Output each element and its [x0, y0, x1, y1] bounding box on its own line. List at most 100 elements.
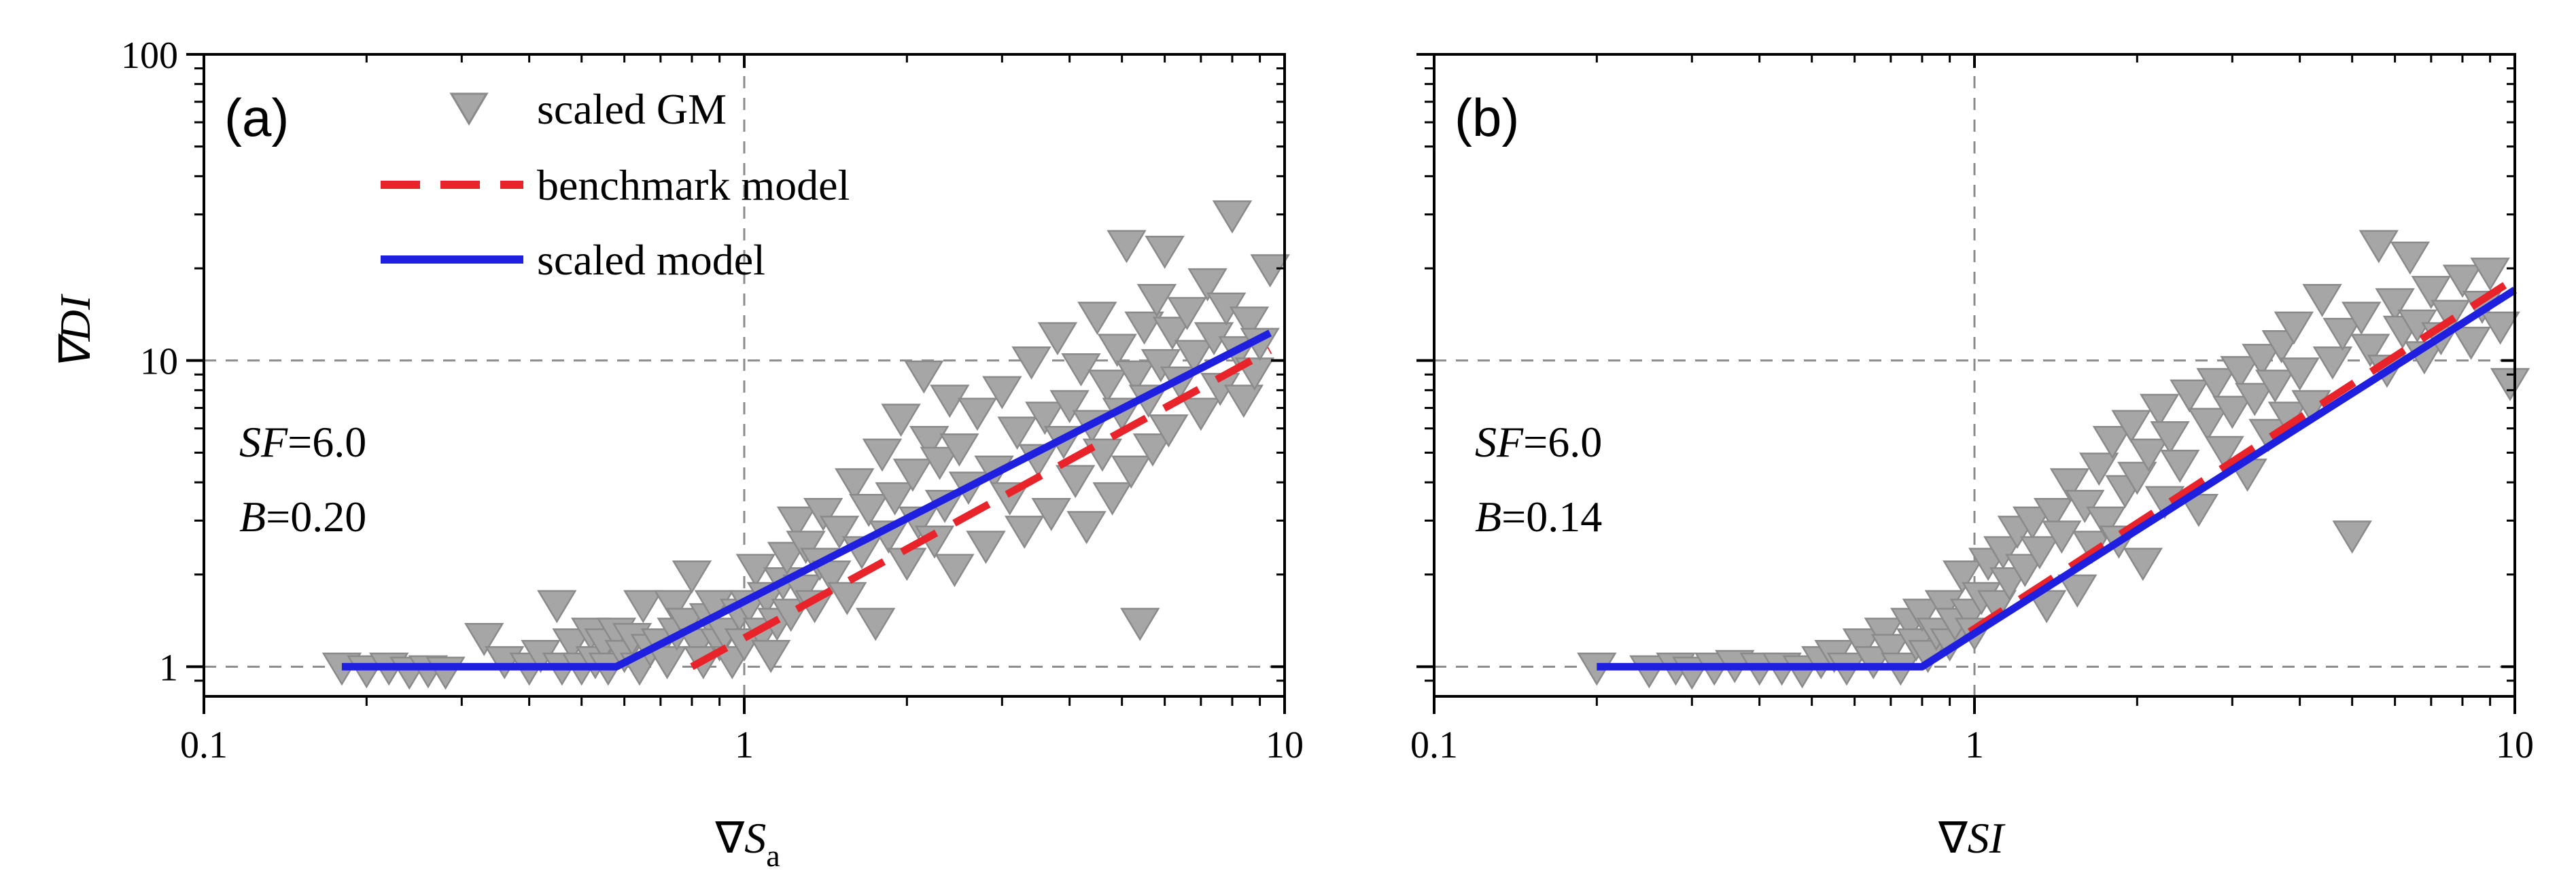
point-b-41 [2057, 574, 2098, 608]
point-b-40 [2049, 468, 2090, 502]
point-a-69 [909, 425, 950, 459]
model-lines-b [1597, 275, 2517, 671]
point-b-71 [2274, 311, 2314, 345]
legend-item-scaled-model: scaled model [381, 236, 765, 284]
point-b-90 [2442, 264, 2483, 298]
point-b-12 [1842, 628, 1883, 662]
annotation-b-a: B=0.20 [239, 493, 366, 541]
point-b-25 [1943, 560, 1983, 594]
point-b-55 [2150, 421, 2190, 454]
point-a-123 [1223, 385, 1264, 418]
point-b-63 [2220, 356, 2260, 389]
point-b-77 [2332, 520, 2372, 554]
point-a-116 [1181, 397, 1221, 431]
point-a-121 [1212, 200, 1253, 234]
point-b-31 [1983, 536, 2023, 570]
point-a-102 [1111, 455, 1151, 489]
point-b-30 [1977, 590, 2017, 624]
annotation-sf-a: SF=6.0 [239, 418, 366, 466]
point-a-117 [1187, 268, 1228, 302]
point-a-115 [1174, 340, 1215, 374]
benchmark-model-line-b [1968, 275, 2517, 635]
point-b-42 [2065, 490, 2105, 523]
point-a-111 [1149, 414, 1189, 448]
point-b-60 [2196, 368, 2236, 402]
point-a-33 [694, 590, 735, 624]
y-tick-label-1: 10 [140, 341, 178, 383]
point-b-51 [2123, 548, 2163, 582]
point-a-56 [827, 582, 867, 616]
point-a-107 [1132, 433, 1173, 467]
point-a-95 [1077, 302, 1117, 335]
point-a-71 [920, 446, 960, 480]
point-b-19 [1902, 599, 1943, 632]
point-a-64 [881, 404, 921, 438]
point-b-35 [2013, 506, 2053, 540]
point-a-6 [464, 622, 504, 656]
point-a-124 [1229, 306, 1270, 340]
point-b-50 [2117, 461, 2157, 495]
legend: scaled GM benchmark model scaled model [381, 85, 850, 284]
point-a-53 [803, 497, 843, 531]
point-a-66 [892, 459, 933, 492]
point-a-114 [1167, 297, 1207, 331]
point-a-83 [1005, 516, 1045, 549]
y-tick-label-0: 1 [159, 647, 178, 689]
point-a-75 [939, 433, 979, 467]
point-b-38 [2033, 497, 2074, 531]
point-b-49 [2111, 410, 2151, 444]
point-a-55 [819, 516, 860, 549]
point-b-79 [2350, 334, 2390, 368]
point-a-87 [1031, 497, 1071, 531]
point-b-45 [2086, 506, 2126, 540]
point-a-22 [623, 590, 663, 624]
y-axis-title: ∇DI [51, 293, 99, 370]
x-tick-label-0: 0.1 [1410, 724, 1458, 766]
point-b-75 [2312, 346, 2353, 380]
data-points-b [1577, 230, 2530, 690]
benchmark-model-line-a [690, 346, 1272, 671]
point-a-104 [1120, 607, 1160, 641]
point-a-110 [1145, 235, 1185, 269]
point-b-34 [2005, 554, 2045, 588]
x-tick-label-1: 1 [1965, 724, 1984, 766]
point-a-61 [862, 438, 903, 472]
x-tick-label-2: 10 [1266, 724, 1304, 766]
model-lines-a [341, 329, 1272, 671]
point-a-101 [1107, 230, 1147, 264]
point-b-14 [1864, 618, 1904, 652]
point-a-73 [930, 385, 970, 418]
point-b-68 [2255, 370, 2295, 403]
legend-item-benchmark-model: benchmark model [381, 161, 850, 209]
point-a-92 [1061, 353, 1101, 387]
point-a-127 [1250, 254, 1290, 288]
point-b-56 [2160, 449, 2200, 483]
point-a-91 [1055, 465, 1096, 499]
point-b-95 [2490, 368, 2530, 402]
x-tick-label-0: 0.1 [180, 724, 228, 766]
scaled-model-line-a [341, 329, 1272, 671]
point-a-108 [1136, 283, 1177, 317]
point-a-40 [735, 554, 776, 588]
legend-label-benchmark-model: benchmark model [537, 161, 850, 209]
scaled-model-line-b [1597, 287, 2517, 671]
legend-label-scaled-gm: scaled GM [537, 85, 727, 133]
point-b-44 [2079, 452, 2119, 486]
point-b-65 [2235, 382, 2275, 416]
point-a-68 [904, 360, 944, 394]
point-a-86 [1025, 402, 1065, 435]
panel-label-b: (b) [1455, 88, 1519, 147]
point-b-62 [2212, 395, 2252, 429]
point-a-99 [1097, 334, 1137, 368]
point-b-52 [2128, 438, 2169, 472]
point-b-87 [2411, 276, 2452, 309]
point-a-74 [935, 554, 975, 588]
point-b-66 [2242, 344, 2282, 377]
x-axis-title-a: ∇Sa [714, 814, 780, 873]
x-tick-label-2: 10 [2496, 724, 2534, 766]
panel-label-a: (a) [224, 88, 289, 147]
point-a-26 [653, 590, 694, 624]
